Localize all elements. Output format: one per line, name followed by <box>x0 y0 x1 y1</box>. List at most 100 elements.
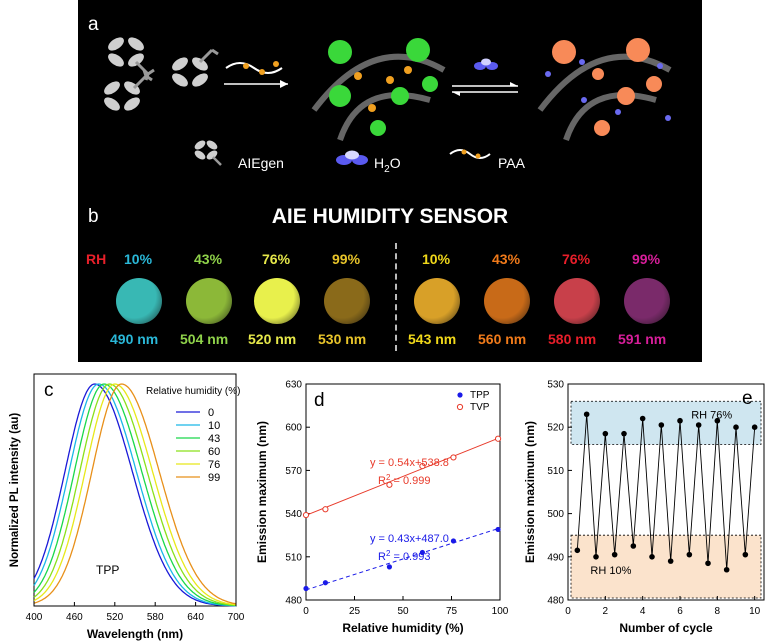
point-TVP-4 <box>450 454 457 461</box>
sample-emission-dot-2 <box>254 278 300 324</box>
spectrum-line-10 <box>33 383 236 607</box>
figure-panel-ab: a <box>78 0 702 362</box>
paa-chain-icon <box>225 61 283 75</box>
spectrum-line-43 <box>33 383 236 607</box>
fit-equation-TVP: y = 0.54x+538.8 <box>370 457 449 469</box>
y-tick-label-600: 600 <box>285 423 302 434</box>
point-TPP-4 <box>450 538 457 544</box>
point-TVP-3 <box>419 462 426 470</box>
sample-rh-label-4: 10% <box>422 251 451 267</box>
x-axis-label: Number of cycle <box>619 621 713 635</box>
point-TVP-2 <box>386 481 393 488</box>
sample-rh-label-3: 99% <box>332 251 361 267</box>
spectrum-line-99 <box>33 383 237 605</box>
cycle-point-10 <box>667 558 674 564</box>
sample-rh-label-0: 10% <box>124 251 153 267</box>
x-tick-label-640: 640 <box>187 612 204 623</box>
legend-label-76: 76 <box>208 459 220 471</box>
cycle-point-8 <box>649 554 655 560</box>
sample-rh-label-6: 76% <box>562 251 591 267</box>
cycle-point-2 <box>593 554 599 560</box>
point-TPP-0 <box>303 585 309 592</box>
chart-e-cycling: RH 76% RH 10% 0 2 4 6 8 10 480 490 500 510 520 530 e Nu… <box>523 380 765 635</box>
cycle-point-4 <box>611 551 618 558</box>
y-tick-label-510: 510 <box>547 466 564 477</box>
sample-wavelength-label-3: 530 nm <box>318 331 367 347</box>
cycle-point-14 <box>705 560 711 567</box>
x-tick-label-75: 75 <box>446 606 458 617</box>
fit-line-TVP <box>305 437 501 516</box>
sample-wavelength-label-0: 490 nm <box>110 331 159 347</box>
y-axis-label: Emission maximum (nm) <box>523 421 537 563</box>
sample-wavelength-label-7: 591 nm <box>618 331 667 347</box>
spectrum-line-0 <box>33 383 236 607</box>
legend-title: Relative humidity (%) <box>146 386 240 397</box>
fit-r2-TVP: R2 = 0.999 <box>378 473 430 487</box>
x-tick-label-2: 2 <box>603 606 609 617</box>
panel-a-label: a <box>88 14 99 35</box>
water-molecule-icon <box>474 58 498 70</box>
band-1 <box>570 534 762 599</box>
panel-e-label: e <box>742 388 753 409</box>
legend-water-icon <box>336 150 368 165</box>
band-label-0: RH 76% <box>691 410 732 422</box>
panel-c-label: c <box>44 380 54 401</box>
spectrum-line-76 <box>33 383 237 606</box>
sample-emission-dot-6 <box>554 278 600 324</box>
sample-emission-dot-4 <box>414 278 460 324</box>
band-label-1: RH 10% <box>590 565 631 577</box>
sample-wavelength-label-1: 504 nm <box>180 331 229 347</box>
point-TPP-3 <box>419 549 425 556</box>
sensor-title: AIE HUMIDITY SENSOR <box>271 205 509 228</box>
cycle-point-12 <box>686 551 693 558</box>
band-0 <box>570 400 762 445</box>
legend-aiegen-icon <box>194 140 222 166</box>
point-TVP-5 <box>494 435 502 442</box>
x-tick-label-8: 8 <box>715 606 721 617</box>
x-tick-label-700: 700 <box>228 612 245 623</box>
green-emissive-aggregate-icon <box>311 38 446 141</box>
cycle-point-5 <box>621 430 627 437</box>
legend-label-60: 60 <box>208 446 220 458</box>
panel-b-label-text: b <box>88 206 99 227</box>
legend-marker-TPP <box>457 392 463 398</box>
y-tick-label-630: 630 <box>285 380 302 391</box>
y-tick-label-480: 480 <box>285 596 302 607</box>
legend-aiegen-label: AIEgen <box>238 155 284 171</box>
x-tick-label-100: 100 <box>492 606 509 617</box>
sample-rh-label-5: 43% <box>492 251 521 267</box>
cycle-point-9 <box>658 422 665 428</box>
point-TVP-0 <box>302 511 310 519</box>
y-axis-label: Normalized PL intensity (au) <box>9 413 21 568</box>
x-axis-label: Relative humidity (%) <box>342 621 463 635</box>
group-divider <box>395 243 397 351</box>
sample-emission-dot-0 <box>116 278 162 324</box>
legend-paa-icon <box>449 149 491 159</box>
legend-marker-TVP <box>456 403 464 411</box>
legend-label-99: 99 <box>208 472 220 484</box>
sample-emission-dot-5 <box>484 278 530 324</box>
sample-rh-label-7: 99% <box>632 251 661 267</box>
y-tick-label-480: 480 <box>547 596 564 607</box>
legend-label-43: 43 <box>208 433 220 445</box>
aiegen-molecule-icon <box>104 37 219 111</box>
legend-water-label: H2O <box>374 155 401 175</box>
legend-label-10: 10 <box>208 420 220 432</box>
cycle-point-11 <box>677 417 683 424</box>
fit-line-TPP <box>305 527 501 591</box>
cycle-point-1 <box>583 411 590 418</box>
equilibrium-arrows-icon <box>452 82 518 96</box>
cycle-point-16 <box>723 566 730 573</box>
sample-wavelength-label-6: 580 nm <box>548 331 597 347</box>
point-TPP-1 <box>322 580 328 586</box>
cycle-point-19 <box>751 424 758 430</box>
sample-rh-label-2: 76% <box>262 251 291 267</box>
panel-a-illustration: a <box>88 14 672 175</box>
fit-r2-TPP: R2 = 0.993 <box>378 549 430 563</box>
cycle-point-15 <box>714 417 721 424</box>
legend-label-TPP: TPP <box>470 390 490 401</box>
cycle-line <box>576 414 756 570</box>
y-tick-label-530: 530 <box>547 380 564 391</box>
y-tick-label-570: 570 <box>285 466 302 477</box>
